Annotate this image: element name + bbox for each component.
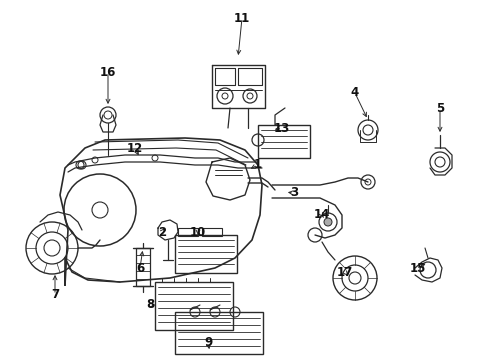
Circle shape (324, 218, 332, 226)
Text: 7: 7 (51, 288, 59, 302)
Text: 15: 15 (410, 261, 426, 274)
Text: 10: 10 (190, 225, 206, 238)
Text: 1: 1 (254, 158, 262, 171)
Bar (136, 248, 150, 286)
Text: 5: 5 (436, 102, 444, 114)
Bar (202, 228, 222, 236)
Text: 12: 12 (127, 141, 143, 154)
Text: 6: 6 (136, 261, 144, 274)
Bar (258, 125, 310, 158)
Bar (175, 312, 263, 354)
Bar (175, 235, 237, 273)
Text: 11: 11 (234, 12, 250, 24)
Text: 2: 2 (158, 225, 166, 238)
Text: 4: 4 (351, 86, 359, 99)
Text: 16: 16 (100, 66, 116, 78)
Text: 13: 13 (274, 122, 290, 135)
Bar (155, 282, 233, 330)
Bar (178, 228, 198, 236)
Text: 9: 9 (204, 337, 212, 350)
Text: 8: 8 (146, 298, 154, 311)
Text: 3: 3 (290, 186, 298, 199)
Text: 17: 17 (337, 266, 353, 279)
Text: 14: 14 (314, 208, 330, 221)
